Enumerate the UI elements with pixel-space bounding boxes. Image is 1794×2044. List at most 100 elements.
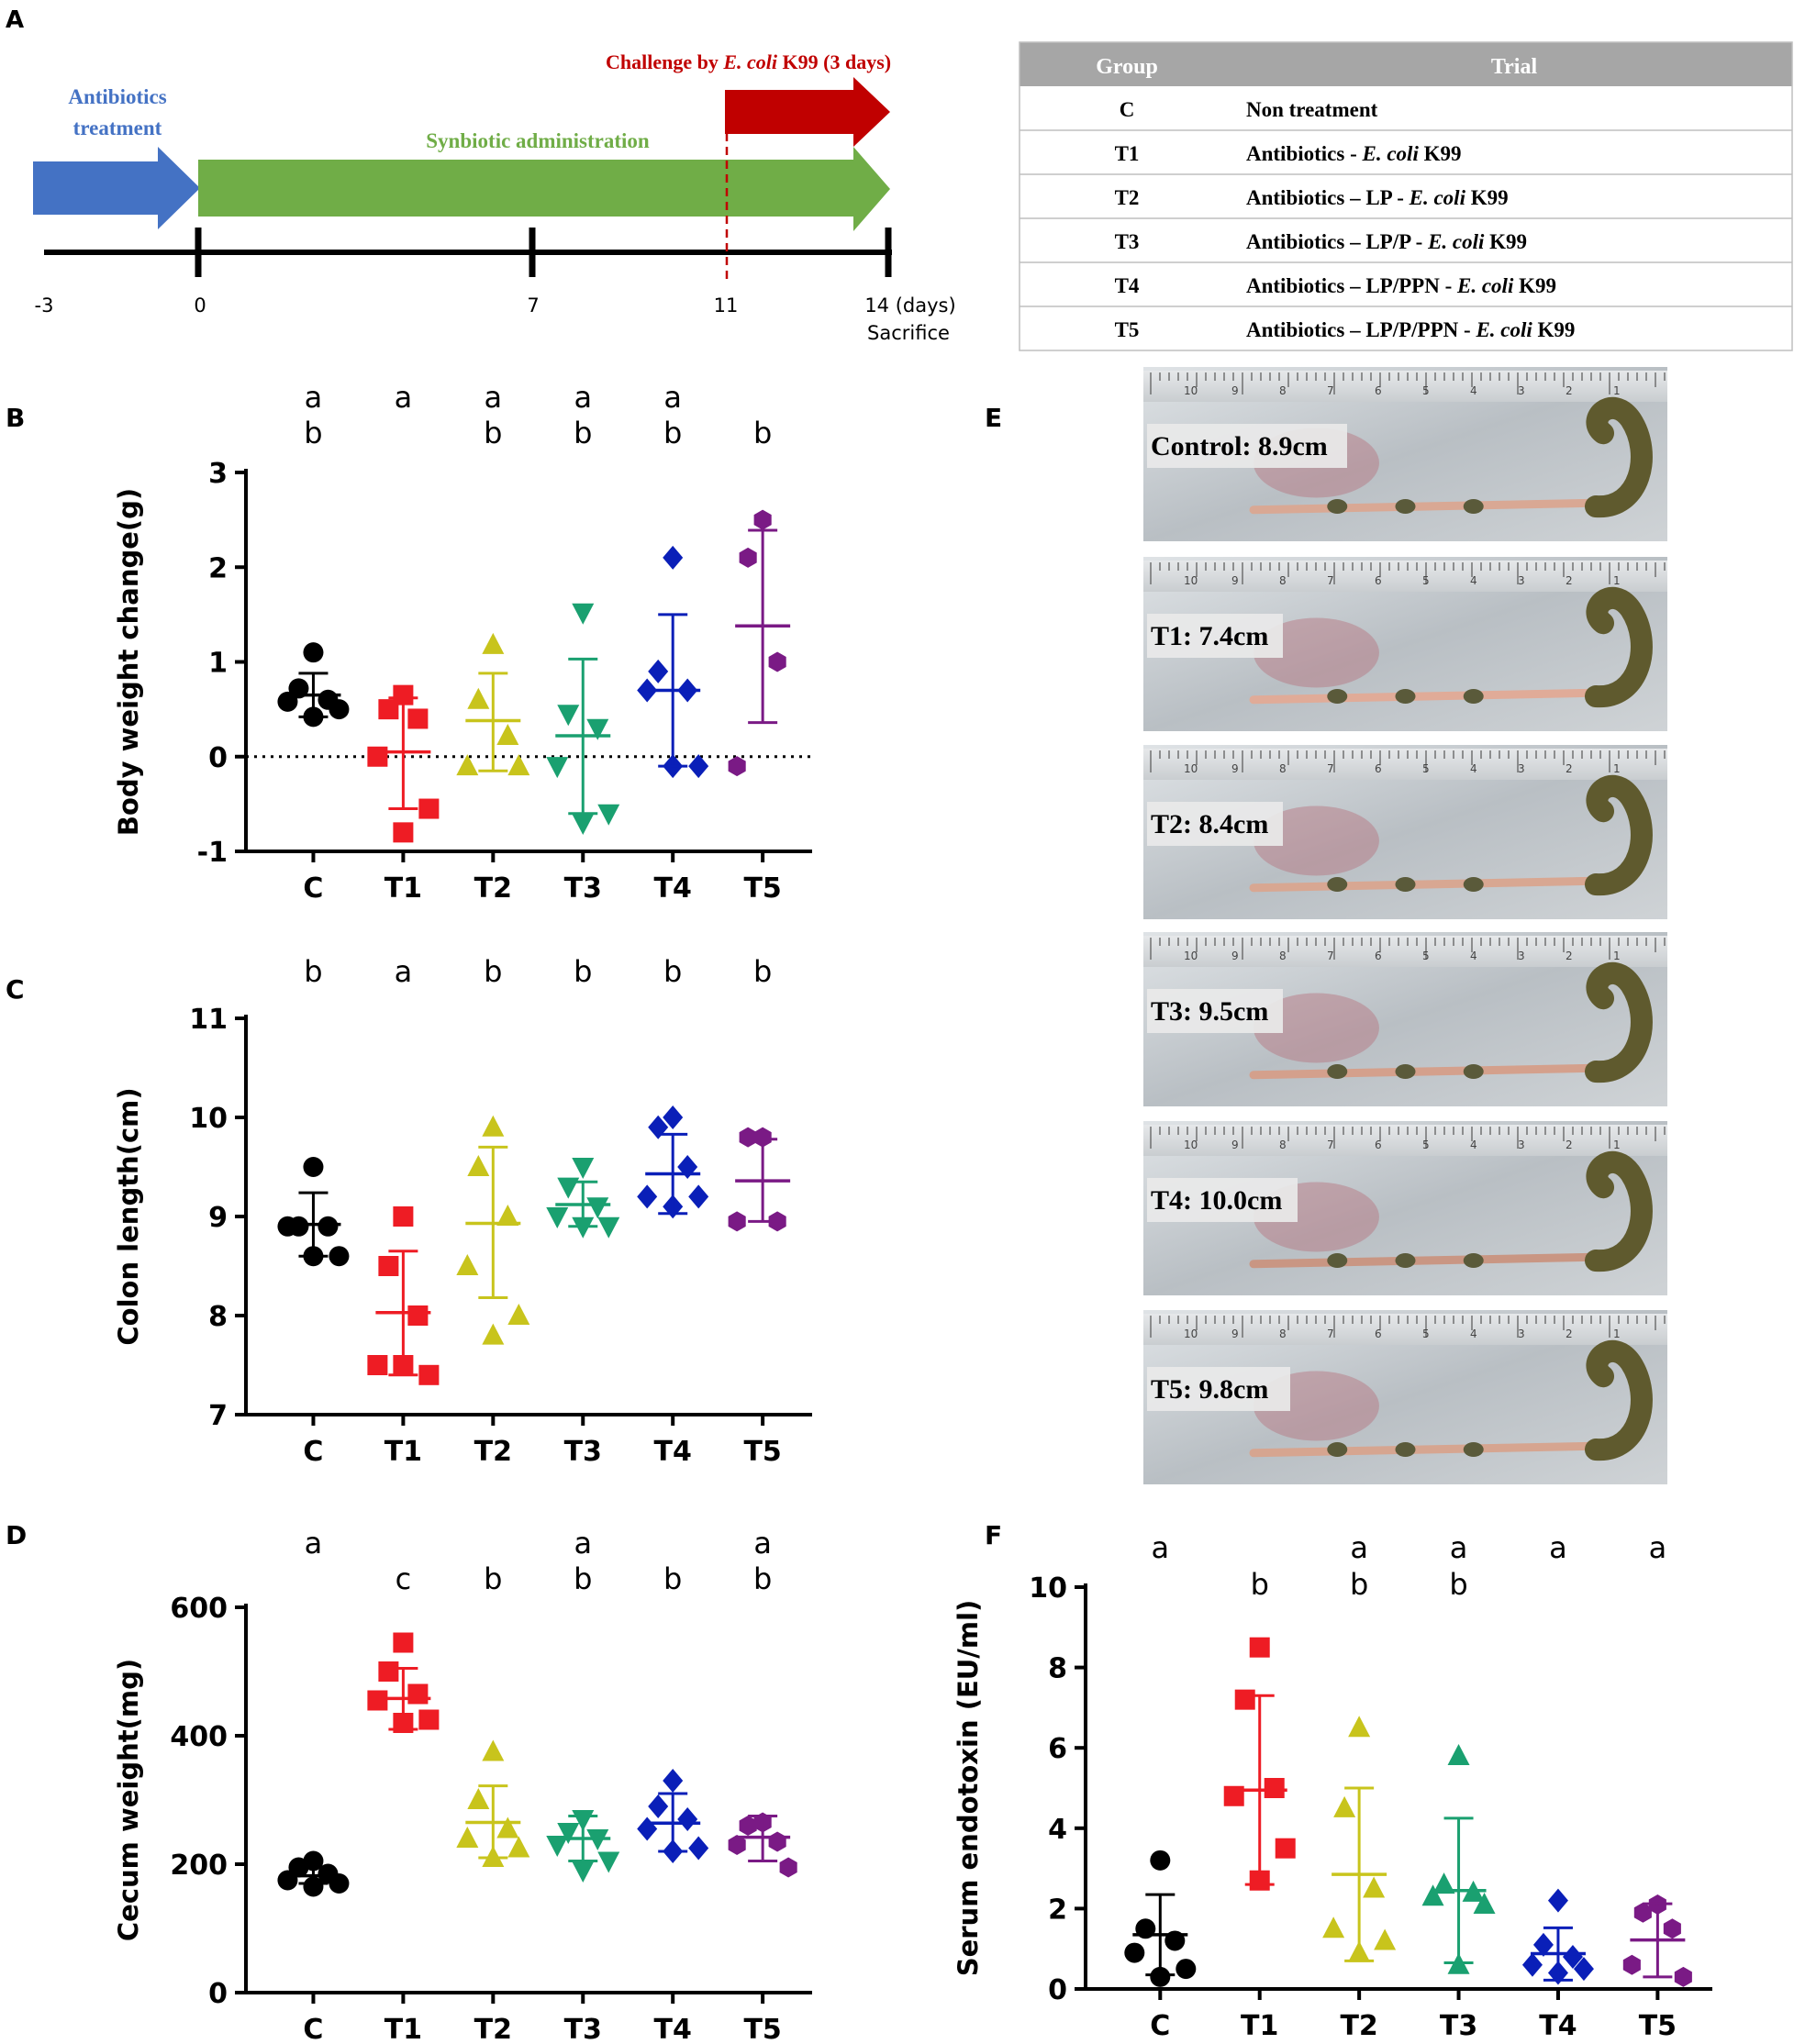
data-point-triangle	[496, 724, 519, 746]
panel-label-c: C	[6, 974, 25, 1005]
significance-letter: a	[305, 380, 323, 415]
data-point-hexagon	[728, 756, 746, 777]
panel-label-a: A	[6, 6, 24, 34]
ruler-number: 6	[1375, 950, 1382, 962]
series-T3	[1421, 1743, 1496, 1974]
table-trial-cell: Antibiotics – LP/P - E. coli K99	[1246, 230, 1527, 253]
data-point-triangle-down	[597, 1851, 620, 1873]
colon-photo: 10 9 8 7 6 5 4 3 2 1 Control: 8.9cm	[1143, 367, 1667, 541]
fecal-pellet	[1395, 1253, 1416, 1268]
y-tick-label: 400	[170, 1721, 228, 1753]
data-point-triangle	[1322, 1916, 1345, 1938]
sacrifice-label: Sacrifice	[867, 322, 950, 344]
ruler-number: 10	[1184, 762, 1198, 775]
significance-letter: b	[663, 416, 682, 450]
table-group-cell: T5	[1115, 318, 1140, 341]
fecal-pellet	[1395, 499, 1416, 514]
data-point-triangle	[467, 1155, 490, 1176]
ruler-number: 8	[1279, 1327, 1287, 1340]
y-tick-label: 600	[170, 1593, 228, 1625]
ruler-number: 7	[1327, 574, 1334, 587]
colon-tissue	[1249, 1252, 1599, 1269]
fecal-pellet	[1327, 877, 1348, 892]
ruler-number: 10	[1184, 1327, 1198, 1340]
tick-label-minus3: -3	[35, 294, 54, 317]
x-tick-label: T4	[654, 2014, 692, 2044]
x-tick-label: T3	[1440, 2010, 1477, 2042]
ruler-number: 5	[1422, 574, 1430, 587]
y-tick-label: -1	[197, 837, 228, 869]
data-point-triangle-down	[572, 603, 595, 625]
data-point-hexagon	[768, 1211, 786, 1232]
x-tick-label: T5	[743, 2014, 781, 2044]
data-point-triangle	[1363, 1876, 1386, 1898]
data-point-triangle-down	[597, 1216, 620, 1239]
data-point-square	[378, 1256, 399, 1276]
ruler-number: 9	[1231, 1327, 1239, 1340]
data-point-triangle	[496, 1205, 519, 1226]
photo-label-bg	[1147, 1367, 1290, 1411]
x-tick-label: C	[303, 1436, 323, 1468]
data-point-square	[1275, 1838, 1296, 1859]
data-point-triangle	[456, 1254, 479, 1275]
x-tick-label: T1	[384, 1436, 422, 1468]
ruler-number: 3	[1518, 1327, 1525, 1340]
data-point-hexagon	[728, 1211, 746, 1232]
y-axis-title: Body weight change(g)	[113, 488, 144, 836]
data-point-circle	[1124, 1942, 1145, 1963]
data-point-diamond	[688, 754, 709, 779]
photo-label: T2: 8.4cm	[1151, 809, 1268, 839]
data-point-square	[378, 1661, 399, 1682]
series-C	[1124, 1850, 1197, 1987]
x-tick-label: C	[303, 2014, 323, 2044]
ruler-number: 2	[1566, 384, 1573, 397]
photo-label: T5: 9.8cm	[1151, 1374, 1268, 1405]
colon-photo: 10 9 8 7 6 5 4 3 2 1 T2: 8.4cm	[1143, 745, 1667, 919]
ruler-number: 2	[1566, 1327, 1573, 1340]
significance-letter: a	[753, 1526, 772, 1561]
ruler-number: 8	[1279, 950, 1287, 962]
ruler-number: 3	[1518, 950, 1525, 962]
data-point-triangle-down	[546, 757, 569, 779]
trial-text: Antibiotics -	[1246, 142, 1363, 165]
ruler-number: 1	[1613, 762, 1621, 775]
data-point-triangle	[496, 1816, 519, 1838]
ruler-number: 8	[1279, 384, 1287, 397]
data-point-triangle	[1473, 1893, 1496, 1915]
cecum	[1585, 774, 1653, 896]
significance-letter: a	[395, 380, 413, 415]
significance-letter: a	[663, 380, 682, 415]
panel-label-f: F	[985, 1520, 1002, 1550]
series-T2	[456, 632, 530, 776]
ruler-number: 9	[1231, 762, 1239, 775]
data-point-hexagon	[739, 1127, 757, 1148]
data-point-diamond	[663, 1769, 684, 1793]
data-point-circle	[329, 699, 350, 720]
synbiotic-arrow	[198, 147, 890, 231]
series-T5	[1622, 1894, 1692, 1987]
significance-letter: a	[485, 380, 503, 415]
ruler	[1143, 1125, 1667, 1156]
series-T1	[367, 1632, 440, 1733]
colon-tissue	[1249, 1441, 1599, 1458]
photo-stain	[1253, 617, 1379, 688]
data-point-triangle-down	[586, 718, 609, 740]
data-point-circle	[1150, 1966, 1171, 1987]
ruler-number: 7	[1327, 1139, 1334, 1151]
ruler-number: 10	[1184, 1139, 1198, 1151]
trial-text: Antibiotics – LP/P/PPN -	[1246, 318, 1476, 341]
significance-letter: b	[1449, 1567, 1467, 1602]
y-tick-label: 3	[208, 458, 228, 490]
table-border	[1019, 41, 1793, 351]
x-tick-label: C	[303, 872, 323, 905]
ruler-number: 2	[1566, 950, 1573, 962]
table-rows: C Non treatment T1 Antibiotics - E. coli K9…	[1020, 98, 1792, 341]
data-point-diamond	[1521, 1952, 1543, 1977]
trial-strain: K99	[1484, 230, 1527, 253]
data-point-triangle	[507, 1304, 530, 1325]
x-tick-label: T2	[474, 2014, 512, 2044]
ruler-number: 4	[1470, 384, 1477, 397]
photo-label: Control: 8.9cm	[1151, 431, 1328, 461]
x-tick-label: T3	[564, 872, 602, 905]
